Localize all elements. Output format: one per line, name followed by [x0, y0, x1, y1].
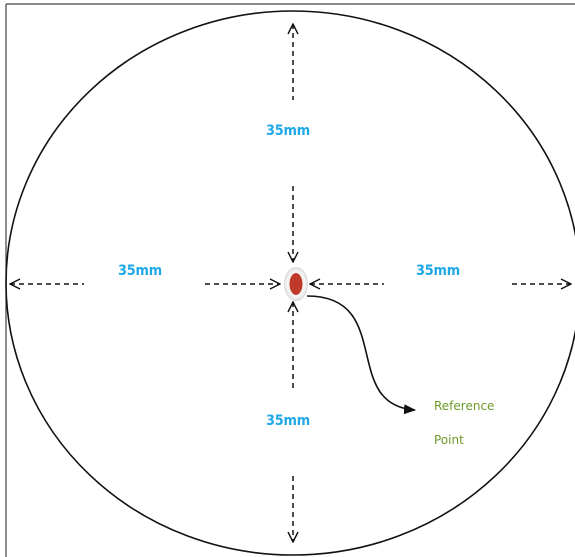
reference-label-line1: Reference [434, 399, 495, 413]
reference-point-marker [289, 273, 303, 295]
dimension-label-top: 35mm [266, 123, 311, 139]
reference-pointer-arrow [306, 295, 416, 415]
reference-label-line2: Point [434, 433, 464, 447]
dimension-label-right: 35mm [416, 263, 461, 279]
dimension-label-left: 35mm [118, 263, 163, 279]
dimension-label-bottom: 35mm [266, 413, 311, 429]
outer-circle [5, 10, 575, 556]
